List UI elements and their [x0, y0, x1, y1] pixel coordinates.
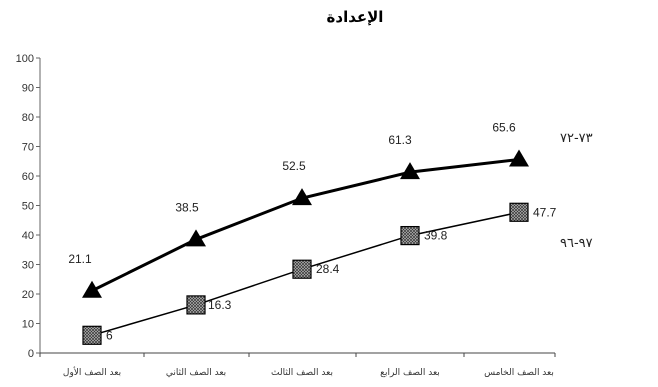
series-point-square — [509, 202, 529, 222]
series-point-square — [400, 225, 420, 246]
data-label: 61.3 — [388, 133, 412, 147]
series-name-label: ٧٣-٧٢ — [560, 131, 593, 146]
chart-title: الإعدادة — [326, 8, 384, 26]
x-tick-label: بعد الصف الرابع — [380, 368, 440, 378]
data-label: 21.1 — [68, 252, 92, 266]
y-tick-label: 80 — [22, 112, 34, 124]
x-tick-label: بعد الصف الأول — [63, 366, 121, 378]
series-point-triangle — [186, 229, 206, 247]
axes: 0 10 20 30 40 50 60 70 80 90 100 بعد الصف الأول بعد … — [16, 53, 556, 378]
y-tick-label: 30 — [22, 260, 34, 272]
data-label: 16.3 — [208, 298, 232, 312]
data-label: 65.6 — [492, 120, 516, 134]
series-name-label: ٩٧-٩٦ — [560, 236, 593, 251]
data-label: 6 — [106, 328, 113, 342]
series-point-square — [186, 295, 206, 315]
data-label: 47.7 — [533, 205, 557, 219]
x-tick-label: بعد الصف الخامس — [484, 368, 554, 378]
y-tick-label: 50 — [22, 201, 34, 213]
y-tick-label: 90 — [22, 83, 34, 95]
x-tick-label: بعد الصف الثالث — [271, 368, 333, 378]
series-point-triangle — [509, 149, 529, 167]
data-label: 28.4 — [316, 262, 340, 276]
series-point-triangle — [82, 280, 102, 298]
series-point-triangle — [400, 162, 420, 180]
series-point-square — [292, 259, 312, 279]
y-tick-label: 100 — [16, 53, 34, 65]
y-tick-label: 20 — [22, 289, 34, 301]
y-tick-label: 10 — [22, 319, 34, 331]
y-tick-label: 70 — [22, 142, 34, 154]
data-label: 52.5 — [282, 159, 306, 173]
y-tick-label: 60 — [22, 171, 34, 183]
series-point-square — [82, 325, 102, 345]
y-tick-label: 40 — [22, 230, 34, 242]
series-layer: 21.1 38.5 52.5 61.3 65.6 ٧٣-٧٢ 6 16.3 28.4 39.8 47… — [68, 120, 593, 345]
series-point-triangle — [292, 188, 312, 206]
x-tick-label: بعد الصف الثاني — [166, 368, 226, 378]
y-tick-label: 0 — [28, 348, 34, 360]
data-label: 39.8 — [424, 229, 448, 243]
data-label: 38.5 — [175, 200, 199, 214]
